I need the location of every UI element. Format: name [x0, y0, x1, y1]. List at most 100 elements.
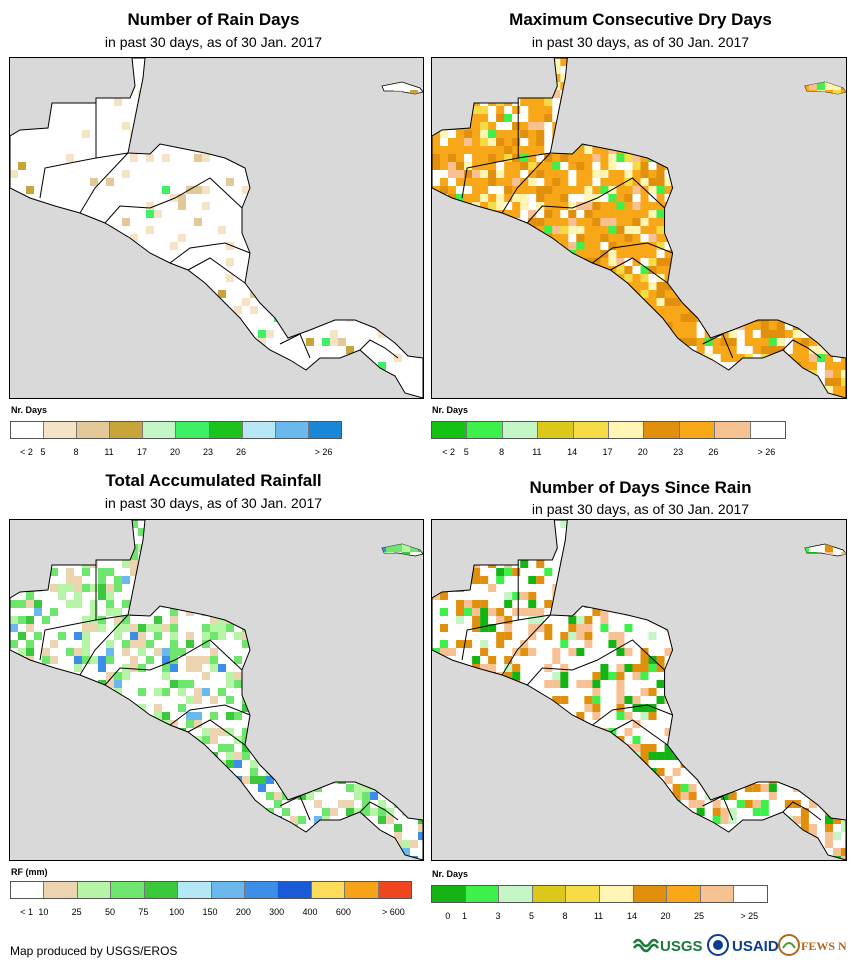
legend-swatch — [633, 886, 668, 902]
legend-label: 17 — [602, 447, 613, 457]
legend-swatch — [467, 422, 503, 438]
legend-title: Nr. Days — [432, 869, 469, 879]
country-border — [95, 614, 129, 621]
legend-swatch — [345, 882, 379, 898]
legend-swatch — [378, 882, 412, 898]
panel-dry-days: Maximum Consecutive Dry Days in past 30 … — [427, 0, 854, 470]
fews-net-logo: FEWS NET — [778, 934, 854, 956]
panel-title: Number of Rain Days — [127, 10, 300, 29]
legend-swatch — [700, 886, 735, 902]
country-border — [782, 801, 822, 821]
country-border — [187, 257, 246, 284]
legend-swatch — [178, 882, 212, 898]
legend-swatch — [599, 886, 634, 902]
legend-label: < 1 — [20, 907, 34, 917]
legend-label: 20 — [169, 447, 181, 457]
legend-swatch — [211, 882, 245, 898]
legend-labels: < 2 5 8 11 17 20 23 26 > 26 — [10, 447, 340, 459]
legend-label: < 2 — [20, 447, 33, 457]
country-border — [104, 177, 243, 224]
legend-swatch — [499, 886, 533, 902]
legend-label: 5 — [40, 447, 46, 457]
country-border — [518, 614, 551, 621]
legend-label: 14 — [567, 447, 578, 457]
legend-label: 20 — [660, 911, 671, 921]
legend-swatch — [244, 882, 279, 898]
legend-label: 400 — [302, 907, 318, 917]
legend-swatch — [44, 882, 78, 898]
legend-swatch — [679, 422, 716, 438]
country-border — [526, 639, 665, 686]
legend-swatch — [532, 886, 567, 902]
coastline — [432, 520, 846, 860]
country-border — [702, 333, 734, 359]
legend-swatch — [432, 422, 468, 438]
legend-label: 17 — [136, 447, 148, 457]
panel-subtitle: in past 30 days, as of 30 Jan. 2017 — [531, 501, 750, 517]
legend-swatch — [11, 882, 45, 898]
country-border — [95, 152, 129, 159]
svg-text:FEWS NET: FEWS NET — [801, 939, 846, 953]
legend-label: 75 — [138, 907, 149, 917]
country-border — [279, 795, 311, 821]
usaid-logo: USAID — [707, 934, 779, 956]
map-days-since-rain — [431, 519, 847, 861]
country-border — [702, 795, 734, 821]
legend-swatch — [308, 422, 341, 438]
map-rain-days — [9, 57, 424, 399]
legend-label: 50 — [104, 907, 116, 917]
map-dry-days — [431, 57, 847, 399]
legend-label: 11 — [532, 447, 542, 457]
legend-swatch — [644, 422, 680, 438]
legend-label: 26 — [235, 447, 247, 457]
legend-swatch — [77, 422, 111, 438]
svg-text:USAID: USAID — [732, 938, 779, 955]
country-border — [592, 704, 673, 726]
legend-labels: 0 1 3 5 8 11 14 20 25 > 25 — [431, 911, 766, 923]
legend-label: 300 — [269, 907, 285, 917]
country-border — [782, 339, 822, 359]
legend-label: 5 — [463, 447, 469, 457]
legend-title: RF (mm) — [11, 867, 48, 877]
legend-label: > 26 — [757, 447, 776, 457]
credit-text: Map produced by USGS/EROS — [10, 944, 178, 958]
panel-title: Maximum Consecutive Dry Days — [509, 10, 772, 29]
legend-label: > 25 — [740, 911, 759, 921]
country-border — [359, 339, 399, 359]
legend-label: 26 — [708, 447, 719, 457]
legend-label: 11 — [593, 911, 604, 921]
legend-swatch — [667, 886, 701, 902]
country-border — [279, 333, 311, 359]
map-total-rainfall — [9, 519, 424, 861]
legend-swatch — [311, 882, 346, 898]
country-border — [359, 801, 399, 821]
legend-label: 8 — [73, 447, 79, 457]
legend-bar — [431, 421, 786, 439]
legend-swatch — [715, 422, 751, 438]
legend-swatch — [538, 422, 574, 438]
legend-swatch — [502, 422, 539, 438]
legend-label: 8 — [499, 447, 505, 457]
legend-swatch — [734, 886, 767, 902]
panel-subtitle: in past 30 days, as of 30 Jan. 2017 — [104, 495, 323, 511]
country-border — [610, 719, 668, 746]
usgs-logo: USGS — [632, 938, 703, 955]
legend-label: 150 — [202, 907, 218, 917]
legend-label: 23 — [673, 447, 684, 457]
legend-bar — [10, 881, 412, 899]
legend-label: 10 — [38, 907, 49, 917]
legend-swatch — [209, 422, 243, 438]
legend-title: Nr. Days — [432, 405, 469, 415]
country-border — [461, 102, 519, 199]
legend-swatch — [750, 422, 786, 438]
country-border — [592, 242, 673, 264]
coastline — [10, 520, 423, 860]
country-border — [518, 152, 551, 159]
country-border — [104, 639, 243, 686]
legend-label: 3 — [495, 911, 501, 921]
legend-swatch — [111, 882, 145, 898]
legend-label: 14 — [626, 911, 638, 921]
country-border — [526, 177, 665, 224]
country-border — [610, 257, 668, 284]
panel-title: Total Accumulated Rainfall — [105, 471, 322, 490]
